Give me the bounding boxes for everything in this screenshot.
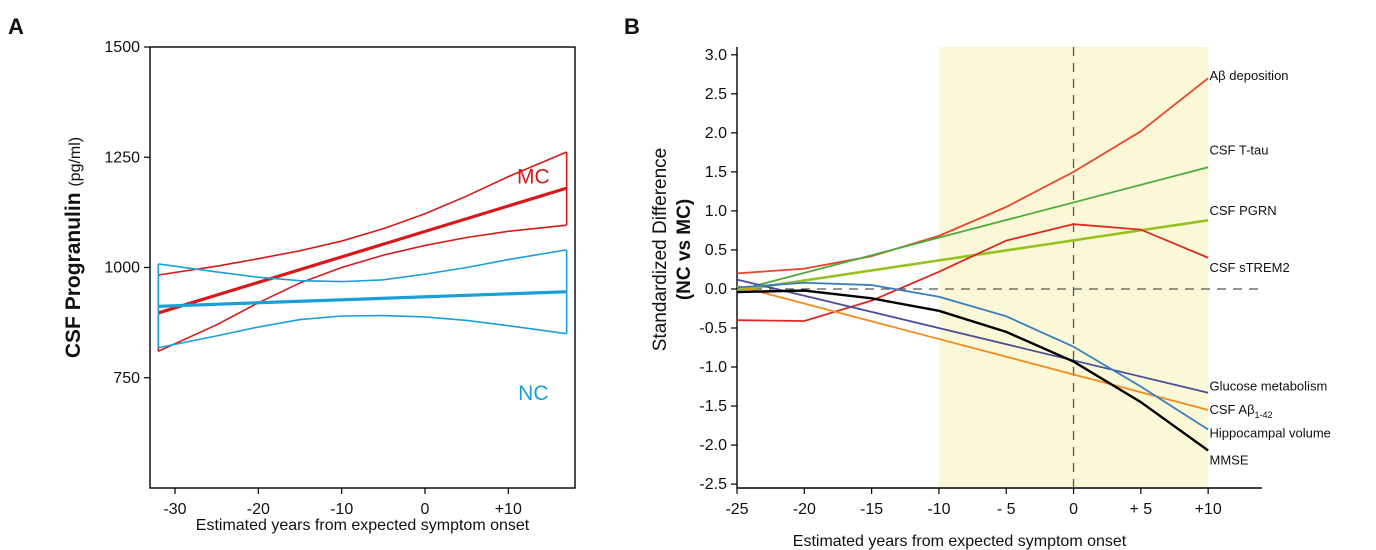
panel-a-x-tick-label: +10	[495, 501, 522, 518]
panel-b-label-csf-pgrn: CSF PGRN	[1210, 203, 1277, 218]
panel-b-label-glucose-metabolism: Glucose metabolism	[1210, 378, 1328, 393]
panel-b-x-tick-label: + 5	[1130, 501, 1153, 518]
panel-a-y-axis-title-unit: (pg/ml)	[67, 137, 84, 187]
panel-b-letter: B	[624, 14, 640, 39]
panel-a-x-tick-label: -30	[163, 501, 186, 518]
panel-b-label-csf-t-tau-main: CSF T-tau	[1210, 143, 1269, 158]
panel-b-label-csf-a-1-42-main: CSF Aβ	[1210, 402, 1255, 417]
panel-b-label-csf-pgrn-main: CSF PGRN	[1210, 203, 1277, 218]
panel-b-label-a-deposition: Aβ deposition	[1210, 68, 1289, 83]
panel-b-x-tick-label: - 5	[997, 501, 1016, 518]
panel-b-series-glucose-metabolism	[736, 278, 1209, 394]
panel-b-y-tick-label: 0.0	[705, 281, 727, 298]
panel-b-y-tick-label: 2.5	[705, 86, 727, 103]
panel-a-y-tick-label: 750	[113, 370, 140, 387]
panel-a-mc-fit-line	[157, 186, 568, 315]
panel-a-mc-group-label: MC	[517, 166, 550, 189]
panel-a-y-axis-title-main: CSF Progranulin	[62, 187, 85, 359]
panel-b-x-tick-label: 0	[1069, 501, 1078, 518]
panel-b-y-axis-title-line1: Standardized Difference	[650, 148, 671, 352]
panel-b-x-tick-label: -10	[927, 501, 950, 518]
panel-b-x-tick-label: -25	[725, 501, 748, 518]
panel-a-y-axis-title: CSF Progranulin (pg/ml)	[62, 137, 85, 358]
panel-a-x-axis-title: Estimated years from expected symptom on…	[196, 517, 530, 534]
panel-b-y-tick-label: 0.5	[705, 242, 727, 259]
panel-a-x-tick-label: -20	[247, 501, 270, 518]
panel-a-nc-upper-ci	[158, 249, 567, 283]
panel-b-series-csf-strem2	[736, 223, 1209, 322]
panel-b-y-axis-title-line2: (NC vs MC)	[674, 199, 695, 300]
panel-a-mc-upper-ci	[158, 151, 567, 276]
panel-b-y-tick-label: 3.0	[705, 47, 727, 64]
panel-b-series-csf-t-tau	[736, 166, 1209, 292]
panel-b-y-tick-label: -2.5	[699, 476, 727, 493]
panel-b-label-a-deposition-main: Aβ deposition	[1210, 68, 1289, 83]
panel-b-label-hippocampal-volume-main: Hippocampal volume	[1210, 425, 1331, 440]
panel-b-series-csf-a-1-42	[736, 284, 1209, 411]
panel-a-y-tick-label: 1000	[104, 260, 140, 277]
panel-a-nc-group-label: NC	[518, 382, 548, 405]
panel-b-x-tick-label: -15	[860, 501, 883, 518]
panel-a-x-tick-label: 0	[421, 501, 430, 518]
panel-b-label-csf-a-1-42-sub: 1-42	[1255, 410, 1273, 420]
panel-a-plot-frame	[149, 46, 576, 489]
panel-b-label-mmse-main: MMSE	[1210, 453, 1249, 468]
panel-b-chart: -2.5 -2.0 -1.5 -1.0 -0.5 0.0 0.5 1.0 1.5 2.0 2.5 3.…	[650, 47, 1331, 550]
panel-b-y-tick-label: -2.0	[699, 437, 727, 454]
panel-b-label-hippocampal-volume: Hippocampal volume	[1210, 425, 1331, 440]
panel-a-y-tick-label: 1250	[104, 149, 140, 166]
panel-b-y-tick-label: -1.0	[699, 359, 727, 376]
panel-a-nc-fit-line	[158, 290, 567, 308]
panel-b-label-csf-t-tau: CSF T-tau	[1210, 143, 1269, 158]
panel-b-x-tick-label: +10	[1195, 501, 1222, 518]
panel-b-label-csf-strem2-main: CSF sTREM2	[1210, 260, 1290, 275]
panel-b-label-csf-strem2: CSF sTREM2	[1210, 260, 1290, 275]
panel-a-mc-lower-ci	[158, 224, 567, 353]
panel-a-y-tick-label: 1500	[104, 39, 140, 56]
panel-b-x-axis-title: Estimated years from expected symptom on…	[793, 533, 1127, 550]
panel-b-series-hippocampal-volume	[736, 281, 1209, 431]
panel-b-y-tick-label: 1.0	[705, 203, 727, 220]
panel-b-y-tick-label: -0.5	[699, 320, 727, 337]
panel-b-y-tick-label: -1.5	[699, 398, 727, 415]
panel-a-nc-lower-ci	[158, 314, 567, 349]
panel-b-series-mmse	[736, 289, 1209, 452]
panel-b-label-csf-a-1-42: CSF Aβ1-42	[1210, 402, 1273, 420]
panel-b-label-mmse: MMSE	[1210, 453, 1249, 468]
panel-b-y-tick-label: 1.5	[705, 164, 727, 181]
panel-b-label-glucose-metabolism-main: Glucose metabolism	[1210, 378, 1328, 393]
panel-b-shaded-region	[938, 47, 1209, 488]
panel-a-x-tick-label: -10	[330, 501, 353, 518]
panel-b-series-a-deposition	[736, 77, 1209, 275]
panel-b-x-tick-label: -20	[793, 501, 816, 518]
panel-a-letter: A	[8, 14, 24, 39]
panel-b-y-tick-label: 2.0	[705, 125, 727, 142]
